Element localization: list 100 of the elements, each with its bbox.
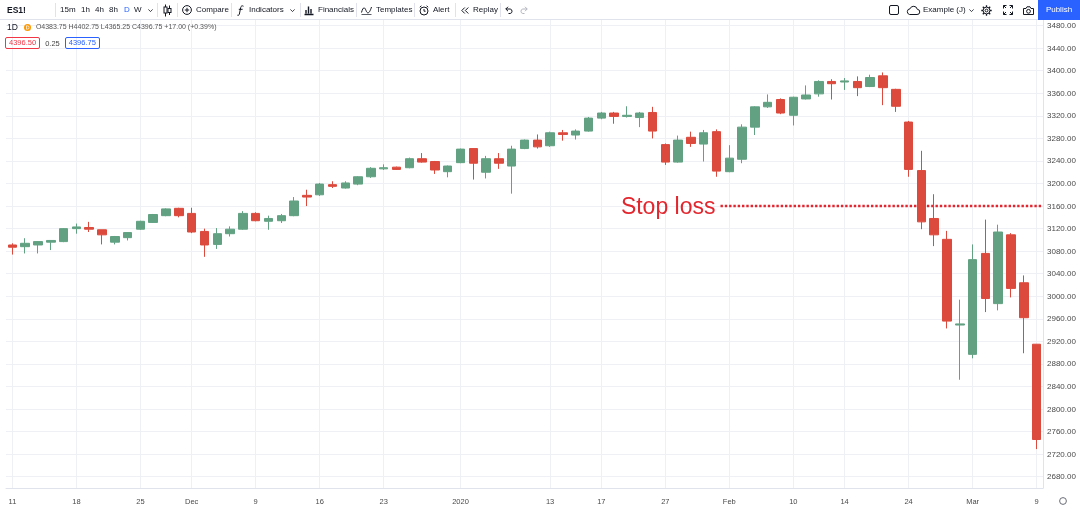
candlestick bbox=[430, 160, 440, 175]
y-tick-label: 3480.00 bbox=[1047, 21, 1077, 31]
candlestick bbox=[942, 230, 952, 329]
candlestick bbox=[533, 133, 542, 150]
candlestick bbox=[1019, 274, 1029, 354]
y-tick-label: 3360.00 bbox=[1047, 88, 1077, 98]
candlestick bbox=[110, 235, 120, 245]
text: D bbox=[124, 5, 130, 15]
candlestick bbox=[59, 227, 68, 243]
candlestick bbox=[993, 224, 1003, 311]
candlestick bbox=[648, 106, 657, 139]
candlestick bbox=[673, 135, 683, 164]
candlestick bbox=[827, 78, 836, 100]
candlestick bbox=[251, 211, 260, 222]
text: Alert bbox=[433, 5, 450, 15]
candlestick bbox=[904, 120, 913, 178]
candlestick bbox=[264, 215, 273, 231]
candlestick bbox=[469, 148, 478, 181]
candlestick bbox=[929, 193, 939, 247]
candlestick bbox=[225, 225, 235, 238]
y-tick-label: 3440.00 bbox=[1047, 43, 1077, 53]
candlestick bbox=[392, 166, 401, 171]
candlestick bbox=[507, 145, 516, 195]
candlestick bbox=[213, 227, 222, 250]
candlestick bbox=[763, 93, 772, 109]
candlestick bbox=[456, 148, 465, 164]
y-tick-label: 2800.00 bbox=[1047, 404, 1077, 414]
candlestick bbox=[558, 129, 568, 142]
candlestick bbox=[737, 123, 747, 164]
candlestick bbox=[405, 157, 414, 169]
candlestick bbox=[661, 142, 670, 166]
candlestick bbox=[840, 77, 849, 91]
y-tick-label: 2920.00 bbox=[1047, 336, 1077, 346]
text: Financials bbox=[318, 5, 355, 15]
text: Replay bbox=[473, 5, 498, 15]
y-tick-label: 2840.00 bbox=[1047, 382, 1077, 392]
candlestick bbox=[801, 84, 811, 100]
candlestick bbox=[302, 189, 312, 207]
candlestick bbox=[97, 229, 107, 245]
candlestick bbox=[72, 223, 81, 235]
candlestick bbox=[148, 213, 158, 224]
text: W bbox=[134, 5, 142, 15]
candlestick bbox=[341, 180, 350, 190]
candlestick bbox=[417, 152, 427, 164]
candlestick bbox=[289, 196, 299, 217]
candlestick bbox=[33, 240, 43, 254]
candlestick bbox=[750, 105, 760, 136]
candlestick bbox=[725, 144, 734, 173]
candlestick bbox=[981, 219, 990, 313]
ref-line-label: Stop loss bbox=[620, 193, 716, 220]
y-tick-label: 3000.00 bbox=[1047, 291, 1077, 301]
text: Publish bbox=[1045, 5, 1073, 15]
candlestick bbox=[968, 243, 977, 359]
text: Example (J) bbox=[923, 5, 966, 15]
candlestick bbox=[123, 231, 132, 241]
candlestick bbox=[46, 239, 56, 251]
candlestick bbox=[328, 180, 337, 189]
candlestick bbox=[789, 96, 798, 126]
y-tick-label: 3160.00 bbox=[1047, 201, 1077, 211]
text: Compare bbox=[196, 5, 229, 15]
y-tick-label: 3280.00 bbox=[1047, 133, 1077, 143]
candlestick bbox=[353, 175, 363, 186]
candlestick bbox=[699, 129, 708, 163]
candlestick bbox=[136, 220, 145, 231]
candlestick bbox=[571, 128, 580, 141]
y-tick-label: 2880.00 bbox=[1047, 359, 1077, 369]
text: 1h bbox=[81, 5, 90, 15]
y-tick-label: 3200.00 bbox=[1047, 179, 1077, 189]
candlestick bbox=[584, 116, 593, 133]
y-tick-label: 2680.00 bbox=[1047, 472, 1077, 482]
candlestick bbox=[878, 71, 888, 106]
candlestick bbox=[84, 221, 94, 233]
candlestick bbox=[277, 213, 286, 224]
text: Templates bbox=[376, 5, 413, 15]
y-tick-label: 3120.00 bbox=[1047, 224, 1077, 234]
candlestick bbox=[853, 75, 862, 97]
candlestick bbox=[622, 105, 632, 119]
candlestick bbox=[379, 163, 388, 171]
candlestick bbox=[174, 207, 184, 218]
candlestick bbox=[366, 166, 376, 179]
candlestick bbox=[597, 111, 606, 120]
y-tick-label: 2960.00 bbox=[1047, 314, 1077, 324]
text: ES1! bbox=[7, 5, 26, 15]
candlestick bbox=[545, 131, 555, 148]
candlestick bbox=[200, 228, 209, 258]
y-tick-label: 3080.00 bbox=[1047, 246, 1077, 256]
text: 15m bbox=[60, 5, 76, 15]
y-tick-label: 3240.00 bbox=[1047, 156, 1077, 166]
candlestick bbox=[776, 97, 785, 115]
candlestick bbox=[814, 79, 824, 98]
candlestick bbox=[443, 164, 452, 178]
candlestick bbox=[917, 150, 926, 230]
candlestick bbox=[238, 210, 248, 231]
candlestick bbox=[315, 182, 324, 197]
candlestick bbox=[520, 139, 529, 150]
candlestick bbox=[187, 207, 196, 234]
candlestick bbox=[955, 299, 965, 381]
text: Indicators bbox=[249, 5, 284, 15]
candlestick bbox=[8, 242, 17, 256]
y-tick-label: 3320.00 bbox=[1047, 111, 1077, 121]
